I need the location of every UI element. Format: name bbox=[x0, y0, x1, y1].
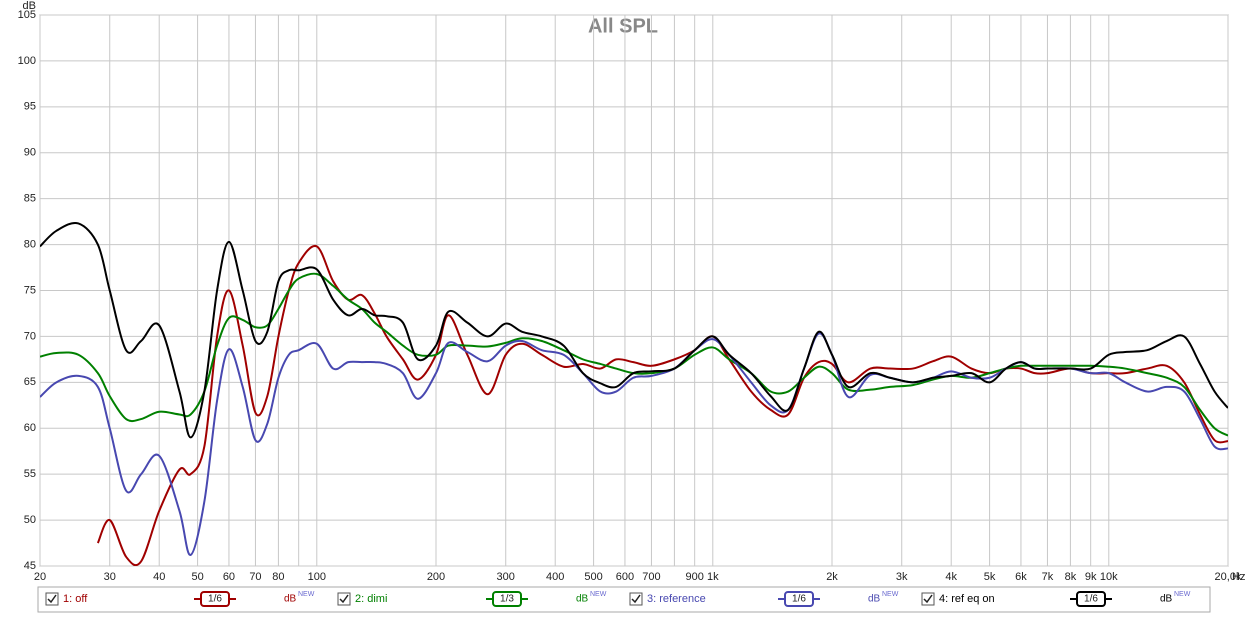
legend-unit: dB bbox=[284, 594, 297, 605]
smoothing-button[interactable] bbox=[492, 591, 522, 607]
legend-label: 3: reference bbox=[647, 593, 706, 605]
series-line bbox=[40, 221, 1228, 439]
x-tick-label: 1k bbox=[707, 571, 719, 583]
chart-title: All SPL bbox=[588, 15, 658, 37]
x-tick-label: 500 bbox=[584, 571, 602, 583]
x-tick-label: 300 bbox=[497, 571, 515, 583]
x-tick-label: 7k bbox=[1042, 571, 1054, 583]
smoothing-label: 1/3 bbox=[500, 594, 514, 605]
legend-items: 1: off 1/6 dB NEW 2: dimi 1/3 dB NEW 3: referenc… bbox=[45, 591, 1191, 607]
x-tick-label: 60 bbox=[223, 571, 235, 583]
y-tick-label: 95 bbox=[24, 101, 36, 113]
x-tick-label: 10k bbox=[1100, 571, 1118, 583]
legend-checkbox[interactable] bbox=[921, 592, 935, 606]
legend-badge: NEW bbox=[1174, 591, 1191, 598]
checkmark bbox=[339, 594, 349, 604]
smoothing-button[interactable] bbox=[200, 591, 230, 607]
checkmark bbox=[923, 594, 933, 604]
y-tick-label: 80 bbox=[24, 238, 36, 250]
x-tick-label: 5k bbox=[984, 571, 996, 583]
legend-label: 2: dimi bbox=[355, 593, 387, 605]
y-tick-label: 70 bbox=[24, 330, 36, 342]
checkmark bbox=[631, 594, 641, 604]
x-tick-label: 40 bbox=[153, 571, 165, 583]
legend-label: 1: off bbox=[63, 593, 88, 605]
checkmark bbox=[47, 594, 57, 604]
grid bbox=[39, 14, 1229, 567]
x-tick-label: 2k bbox=[826, 571, 838, 583]
legend-unit: dB bbox=[1160, 594, 1173, 605]
legend-checkbox[interactable] bbox=[337, 592, 351, 606]
smoothing-button[interactable] bbox=[1076, 591, 1106, 607]
x-tick-label: 200 bbox=[427, 571, 445, 583]
x-tick-label: 600 bbox=[616, 571, 634, 583]
legend-unit: dB bbox=[868, 594, 881, 605]
legend-badge: NEW bbox=[590, 591, 607, 598]
x-tick-label: 50 bbox=[191, 571, 203, 583]
x-tick-label: 80 bbox=[272, 571, 284, 583]
smoothing-label: 1/6 bbox=[792, 594, 806, 605]
x-axis-label: Hz bbox=[1232, 571, 1245, 583]
legend-unit: dB bbox=[576, 594, 589, 605]
y-tick-label: 75 bbox=[24, 284, 36, 296]
legend-label: 4: ref eq on bbox=[939, 593, 995, 605]
y-tick-label: 65 bbox=[24, 376, 36, 388]
x-tick-label: 4k bbox=[945, 571, 957, 583]
y-tick-label: 60 bbox=[24, 422, 36, 434]
y-tick-label: 85 bbox=[24, 193, 36, 205]
x-tick-label: 70 bbox=[249, 571, 261, 583]
x-tick-label: 700 bbox=[642, 571, 660, 583]
x-tick-label: 30 bbox=[104, 571, 116, 583]
smoothing-label: 1/6 bbox=[1084, 594, 1098, 605]
smoothing-label: 1/6 bbox=[208, 594, 222, 605]
y-tick-label: 105 bbox=[18, 9, 36, 21]
x-tick-label: 20 bbox=[34, 571, 46, 583]
smoothing-button[interactable] bbox=[784, 591, 814, 607]
x-tick-label: 3k bbox=[896, 571, 908, 583]
x-tick-label: 100 bbox=[308, 571, 326, 583]
legend-checkbox[interactable] bbox=[45, 592, 59, 606]
x-tick-label: 400 bbox=[546, 571, 564, 583]
y-axis-label: dB bbox=[23, 0, 36, 12]
x-tick-label: 20,0k bbox=[1215, 571, 1242, 583]
series-line bbox=[40, 272, 1228, 437]
x-tick-label: 6k bbox=[1015, 571, 1027, 583]
y-tick-label: 50 bbox=[24, 514, 36, 526]
x-tick-label: 900 bbox=[685, 571, 703, 583]
legend-badge: NEW bbox=[882, 591, 899, 598]
x-tick-label: 9k bbox=[1085, 571, 1097, 583]
y-tick-label: 45 bbox=[24, 560, 36, 572]
y-tick-label: 55 bbox=[24, 468, 36, 480]
y-tick-label: 100 bbox=[18, 55, 36, 67]
legend-badge: NEW bbox=[298, 591, 315, 598]
x-tick-label: 8k bbox=[1065, 571, 1077, 583]
legend-checkbox[interactable] bbox=[629, 592, 643, 606]
series-line bbox=[96, 244, 1228, 566]
y-tick-label: 90 bbox=[24, 147, 36, 159]
